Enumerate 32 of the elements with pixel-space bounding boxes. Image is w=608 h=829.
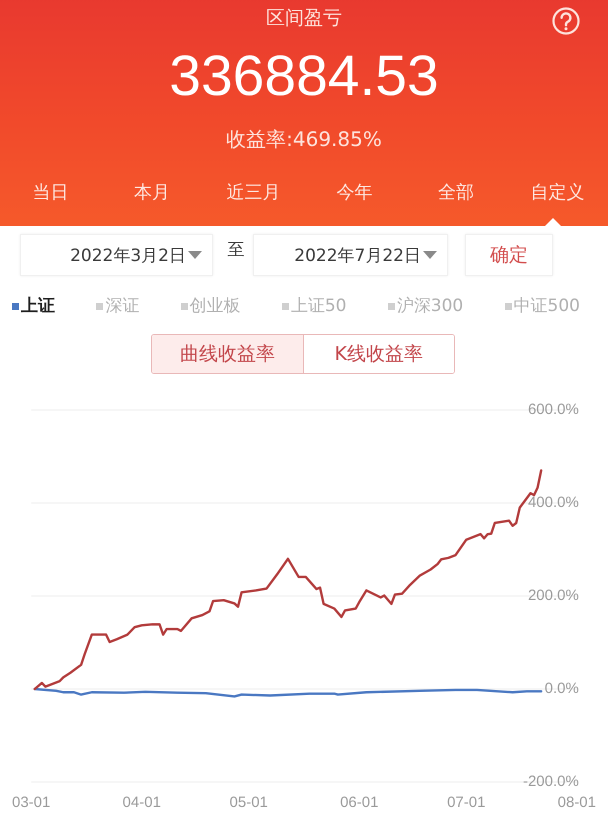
text: 自定义: [530, 182, 584, 203]
y-tick-label: 600.0%: [528, 401, 579, 418]
text: 收益率:469.85%: [226, 127, 382, 151]
x-tick-label: 04-01: [122, 794, 161, 812]
x-tick-label: 07-01: [447, 794, 486, 812]
x-tick-label: 05-01: [230, 794, 268, 812]
legend-label: 上证50: [290, 295, 346, 318]
legend-label: 深证: [105, 295, 140, 318]
y-tick-label: -200.0%: [522, 773, 579, 790]
text: 当日: [32, 182, 69, 203]
text: 至: [228, 240, 244, 260]
legend-label: 上证: [21, 295, 55, 318]
x-tick-label: 03-01: [12, 794, 50, 812]
legend-label: 沪深300: [396, 295, 464, 318]
chart-title: 区间盈亏: [266, 7, 342, 29]
text: 全部: [438, 182, 474, 203]
chart-subtitle: 336884.53: [169, 44, 439, 108]
text: 本月: [134, 182, 170, 203]
y-tick-label: 200.0%: [528, 587, 579, 604]
text: 近三月: [226, 182, 280, 203]
x-tick-label: 06-01: [340, 794, 378, 812]
legend-label: 创业板: [190, 295, 241, 318]
text: 今年: [336, 182, 373, 203]
toggle-button: K线收益率: [302, 335, 454, 373]
toggle-button: 曲线收益率: [152, 335, 302, 373]
y-tick-label: 400.0%: [528, 494, 579, 512]
y-tick-label: 0.0%: [544, 680, 579, 698]
legend-label: 中证500: [514, 295, 580, 318]
x-tick-label: 08-01: [558, 794, 596, 812]
date-field: 2022年3月2日: [20, 234, 213, 276]
date-field: 2022年7月22日: [253, 234, 448, 276]
confirm-button: 确定: [465, 234, 553, 276]
